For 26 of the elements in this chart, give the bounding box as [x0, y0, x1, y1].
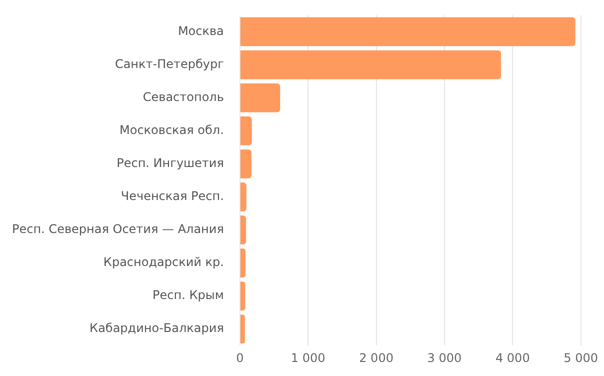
bar	[240, 149, 252, 178]
x-tick-label: 3 000	[427, 350, 462, 365]
x-tick-label: 4 000	[495, 350, 530, 365]
bar	[240, 17, 576, 46]
y-tick-label: Респ. Ингушетия	[116, 156, 224, 170]
y-tick-label: Московская обл.	[119, 122, 224, 137]
y-tick-label: Краснодарский кр.	[103, 255, 224, 270]
x-tick-label: 5 000	[564, 350, 598, 365]
y-tick-label: Севастополь	[142, 90, 224, 104]
x-tick-label: 2 000	[359, 350, 394, 365]
bar	[240, 182, 246, 212]
y-tick-label: Респ. Северная Осетия — Алания	[12, 222, 224, 236]
y-tick-label: Чеченская Респ.	[120, 189, 224, 204]
y-tick-label: Санкт-Петербург	[114, 56, 224, 71]
x-tick-label: 0	[236, 350, 244, 365]
x-tick-label: 1 000	[290, 350, 326, 365]
bar	[240, 50, 502, 80]
bar	[240, 116, 252, 146]
bar	[240, 216, 246, 244]
bar	[240, 248, 246, 278]
bar	[240, 282, 246, 310]
y-tick-label: Респ. Крым	[152, 288, 224, 302]
y-tick-label: Кабардино-Балкария	[90, 321, 224, 336]
bar	[240, 314, 245, 344]
y-tick-label: Москва	[178, 24, 224, 38]
bar	[240, 83, 280, 112]
